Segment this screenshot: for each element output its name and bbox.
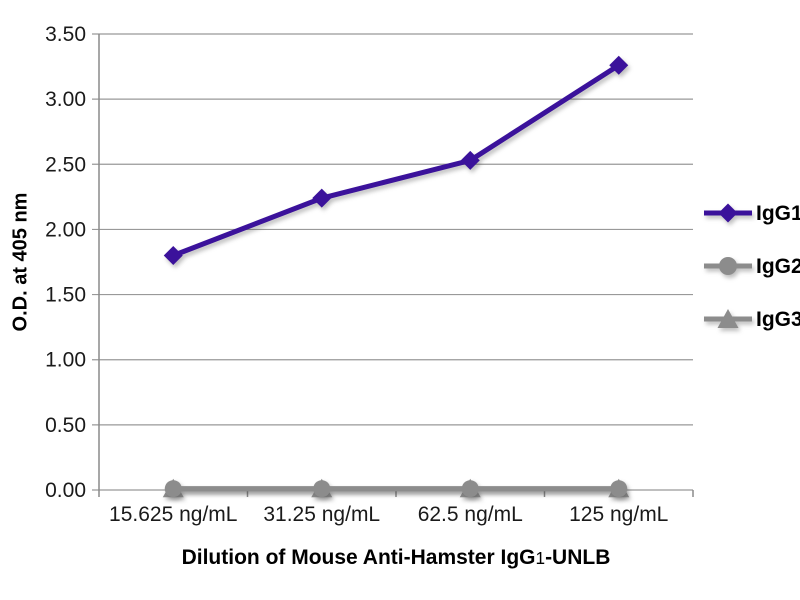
legend: IgG1 IgG2 IgG3 bbox=[703, 201, 800, 331]
y-tick-label: 3.50 bbox=[45, 23, 86, 46]
x-tick-label: 62.5 ng/mL bbox=[418, 503, 523, 526]
y-tick-label: 1.50 bbox=[45, 284, 86, 307]
legend-item-igg2: IgG2 bbox=[703, 254, 800, 278]
igg3-triangle-legend-icon bbox=[704, 309, 752, 328]
diamond-marker bbox=[163, 245, 183, 265]
y-tick-label: 1.00 bbox=[45, 349, 86, 372]
y-tick-label: 0.50 bbox=[45, 414, 86, 437]
legend-item-igg3: IgG3 bbox=[703, 307, 800, 331]
circle-marker bbox=[610, 480, 628, 498]
igg2-circle-legend-icon bbox=[704, 257, 752, 275]
x-tick-label: 125 ng/mL bbox=[569, 503, 668, 526]
y-tick-label: 0.00 bbox=[45, 479, 86, 502]
series-igg2 bbox=[164, 480, 628, 498]
legend-label-igg3: IgG3 bbox=[756, 307, 800, 331]
diamond-marker bbox=[312, 188, 332, 208]
diamond-marker bbox=[609, 55, 629, 75]
x-tick-label: 15.625 ng/mL bbox=[109, 503, 237, 526]
x-tick-label: 31.25 ng/mL bbox=[263, 503, 380, 526]
x-axis-title-suffix: -UNLB bbox=[545, 546, 611, 569]
circle-marker bbox=[461, 480, 479, 498]
series-igg1 bbox=[163, 55, 629, 265]
y-tick-label: 3.00 bbox=[45, 88, 86, 111]
series-line bbox=[172, 63, 621, 258]
circle-marker bbox=[313, 480, 331, 498]
legend-label-igg2: IgG2 bbox=[756, 254, 800, 278]
y-axis-title: O.D. at 405 nm bbox=[9, 192, 32, 332]
diamond-marker bbox=[460, 150, 480, 170]
y-tick-label: 2.00 bbox=[45, 218, 86, 241]
x-axis-title: Dilution of Mouse Anti-Hamster IgG1-UNLB bbox=[99, 546, 693, 570]
circle-marker bbox=[164, 480, 182, 498]
x-axis-title-prefix: Dilution of Mouse Anti-Hamster IgG bbox=[181, 546, 536, 569]
igg1-diamond-legend-icon bbox=[704, 203, 752, 223]
y-tick-label: 2.50 bbox=[45, 153, 86, 176]
legend-item-igg1: IgG1 bbox=[703, 201, 800, 225]
legend-label-igg1: IgG1 bbox=[756, 201, 800, 225]
x-axis-title-subscript: 1 bbox=[535, 548, 546, 568]
